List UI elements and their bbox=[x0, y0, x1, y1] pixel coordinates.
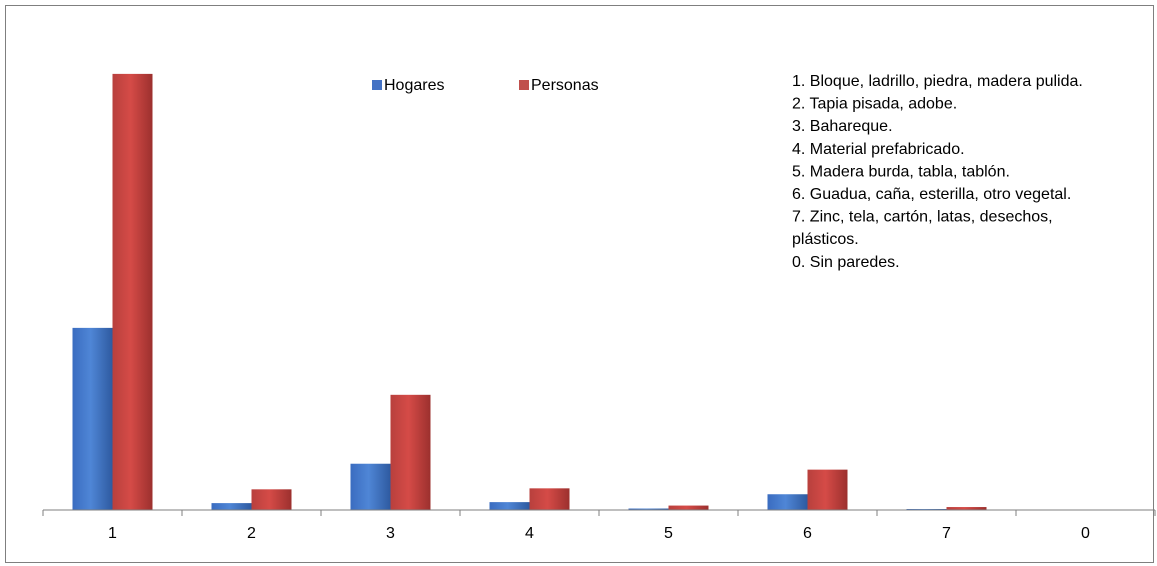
category-note-line: 7. Zinc, tela, cartón, latas, desechos, bbox=[792, 209, 1053, 226]
bar-personas-2 bbox=[251, 489, 292, 510]
bars-group bbox=[72, 73, 987, 510]
category-note-line: plásticos. bbox=[792, 231, 859, 248]
legend-swatch-hogares bbox=[372, 80, 382, 90]
bar-personas-1 bbox=[112, 73, 153, 510]
x-tick-label: 4 bbox=[525, 525, 534, 542]
bar-personas-3 bbox=[390, 394, 431, 510]
category-note-line: 0. Sin paredes. bbox=[792, 254, 900, 271]
x-tick-label: 0 bbox=[1081, 525, 1090, 542]
category-note-line: 3. Bahareque. bbox=[792, 118, 893, 135]
category-note-line: 4. Material prefabricado. bbox=[792, 141, 965, 158]
legend-label-personas: Personas bbox=[531, 77, 599, 94]
legend: Hogares Personas bbox=[372, 77, 599, 94]
bar-hogares-1 bbox=[72, 327, 113, 510]
x-tick-label: 6 bbox=[803, 525, 812, 542]
bar-personas-5 bbox=[668, 505, 709, 510]
bar-personas-7 bbox=[946, 507, 987, 510]
x-tick-label: 3 bbox=[386, 525, 395, 542]
bar-hogares-5 bbox=[628, 508, 669, 510]
category-note-line: 5. Madera burda, tabla, tablón. bbox=[792, 163, 1010, 180]
legend-label-hogares: Hogares bbox=[384, 77, 444, 94]
bar-hogares-6 bbox=[767, 494, 808, 510]
bar-personas-6 bbox=[807, 469, 848, 510]
bar-personas-4 bbox=[529, 488, 570, 510]
bar-hogares-2 bbox=[211, 503, 252, 510]
x-tick-label: 7 bbox=[942, 525, 951, 542]
x-tick-label: 1 bbox=[108, 525, 117, 542]
category-note-line: 2. Tapia pisada, adobe. bbox=[792, 96, 957, 113]
x-tick-label: 2 bbox=[247, 525, 256, 542]
category-note-line: 1. Bloque, ladrillo, piedra, madera puli… bbox=[792, 73, 1083, 90]
category-note-line: 6. Guadua, caña, esterilla, otro vegetal… bbox=[792, 186, 1071, 203]
category-notes: 1. Bloque, ladrillo, piedra, madera puli… bbox=[792, 73, 1083, 271]
bar-hogares-3 bbox=[350, 463, 391, 510]
chart-frame bbox=[5, 5, 1154, 563]
bar-hogares-4 bbox=[489, 502, 530, 510]
legend-swatch-personas bbox=[519, 80, 529, 90]
x-tick-label: 5 bbox=[664, 525, 673, 542]
x-axis: 1 2 3 4 5 6 7 0 bbox=[42, 509, 1156, 542]
